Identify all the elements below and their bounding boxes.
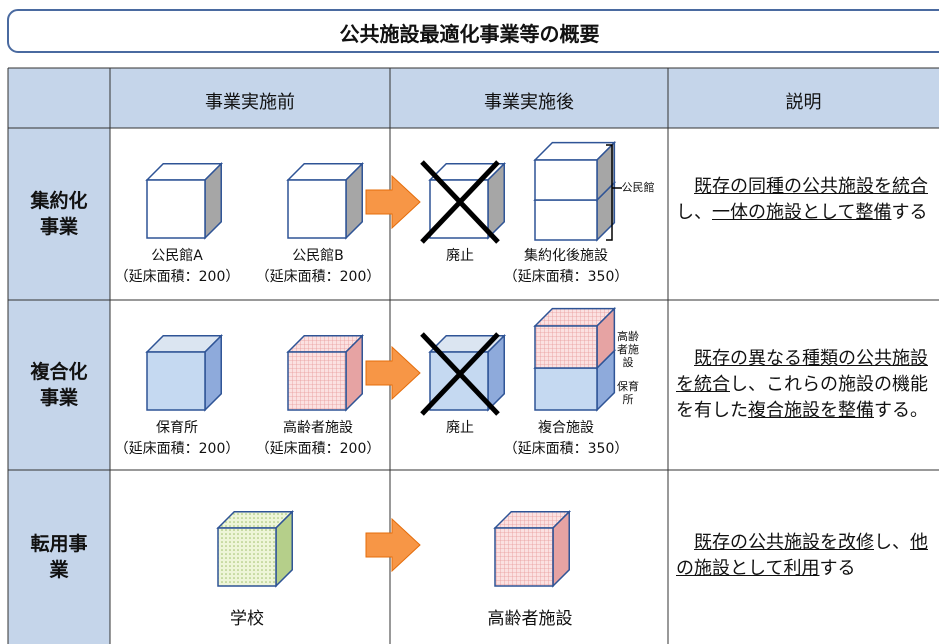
cube-front	[534, 199, 598, 241]
facility-name: 公民館A	[151, 248, 203, 264]
header-cell: 説明	[785, 92, 822, 113]
facility-area: （延床面積：200）	[255, 441, 381, 457]
facility-area: （延床面積：200）	[255, 269, 381, 285]
description-segment: する。	[874, 400, 928, 421]
header-bg	[8, 68, 939, 128]
removed-label: 廃止	[446, 248, 474, 264]
cube-front	[429, 179, 489, 239]
description: 既存の同種の公共施設を統合し、一体の施設として整備する	[676, 174, 934, 226]
cube-front	[429, 351, 489, 411]
facility-area: （延床面積：200）	[114, 441, 240, 457]
description-segment: する	[819, 558, 856, 579]
description-segment: し、	[874, 532, 910, 553]
description: 既存の異なる種類の公共施設を統合し、これらの施設の機能を有した複合施設を整備する…	[676, 346, 934, 424]
part-label: 保育所	[617, 380, 639, 406]
description-segment: 既存の同種の公共施設を統合	[694, 176, 928, 197]
facility-area: （延床面積：350）	[503, 269, 629, 285]
cube-front	[534, 159, 598, 201]
header-cell: 事業実施後	[484, 92, 574, 113]
facility-name: 複合施設	[538, 420, 594, 436]
label-bg	[8, 128, 110, 644]
description-segment: し、これらの施設の機能を有した	[676, 374, 928, 421]
description-segment: 複合施設を整備	[748, 400, 874, 421]
row-label: 複合化事業	[30, 361, 88, 409]
cube-front	[146, 179, 206, 239]
cube-front	[534, 325, 598, 369]
row-label: 集約化事業	[30, 190, 88, 238]
title: 公共施設最適化事業等の概要	[339, 22, 600, 46]
arrow	[365, 517, 421, 573]
row-label: 転用事業	[30, 533, 88, 581]
facility-name: 保育所	[156, 420, 198, 436]
cross	[420, 332, 500, 416]
cube-front	[146, 351, 206, 411]
cube-front	[287, 351, 347, 411]
description-segment: 他の施設として利用	[676, 532, 928, 579]
cube-front	[534, 367, 598, 411]
cube-front	[217, 527, 277, 587]
facility-name: 公民館B	[292, 248, 344, 264]
part-label: 公民館	[621, 181, 655, 194]
facility-name: 集約化後施設	[524, 248, 608, 264]
part-label: 高齢者施設	[617, 330, 639, 369]
facility-area: （延床面積：200）	[114, 269, 240, 285]
description-segment: 既存の異なる種類の公共施設を統合	[676, 348, 928, 395]
cube-front	[494, 527, 554, 587]
grid	[7, 67, 939, 644]
description-segment: 既存の公共施設を改修	[694, 532, 874, 553]
facility-name: 高齢者施設	[487, 609, 573, 629]
title-bar	[7, 9, 939, 53]
description-segment: し、	[676, 202, 712, 223]
facility-name: 学校	[230, 609, 264, 629]
cross	[420, 160, 500, 244]
header-cell: 事業実施前	[205, 92, 295, 113]
description-segment: 一体の施設として整備	[712, 202, 892, 223]
description-segment: する	[891, 202, 928, 223]
cube-front	[287, 179, 347, 239]
description: 既存の公共施設を改修し、他の施設として利用する	[676, 530, 934, 582]
facility-area: （延床面積：350）	[503, 441, 629, 457]
bracket	[606, 144, 622, 241]
arrow	[365, 345, 421, 401]
arrow	[365, 174, 421, 230]
removed-label: 廃止	[446, 420, 474, 436]
facility-name: 高齢者施設	[283, 420, 353, 436]
